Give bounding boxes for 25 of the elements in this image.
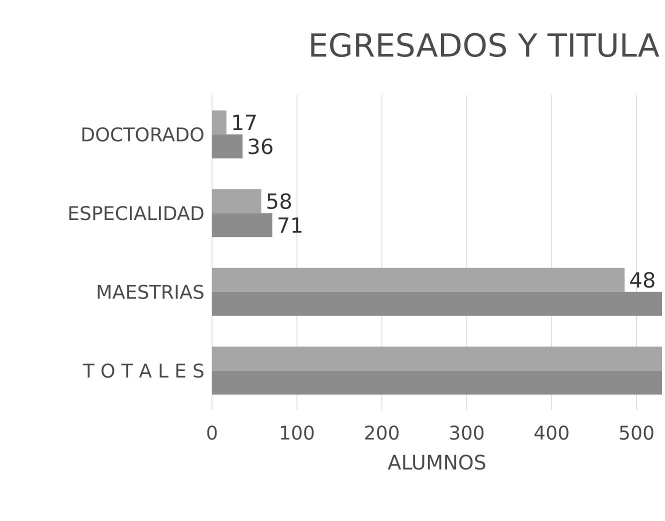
bar	[212, 134, 243, 158]
y-tick-label: T O T A L E S	[82, 363, 204, 378]
y-tick-label: MAESTRIAS	[98, 284, 204, 300]
y-tick-label: ESPECIALIDAD	[69, 206, 204, 220]
data-label: 58	[267, 193, 291, 210]
data-label: 17	[233, 114, 256, 130]
y-tick-label: DOCTORADO	[82, 127, 204, 142]
bar	[212, 268, 625, 292]
bar	[212, 189, 262, 214]
bar	[212, 370, 662, 395]
x-axis-title: ALUMNOS	[388, 454, 486, 470]
bar	[212, 346, 662, 371]
x-tick-label: 500	[620, 426, 654, 440]
bar	[212, 110, 226, 134]
bar	[212, 213, 272, 238]
x-tick-label: 300	[450, 426, 484, 440]
chart-title: EGRESADOS Y TITULA	[311, 32, 660, 58]
data-label: 71	[278, 217, 302, 233]
x-tick-label: 200	[365, 426, 399, 440]
bar	[212, 292, 662, 316]
x-tick-label: 100	[280, 426, 314, 440]
data-label: 36	[248, 138, 272, 154]
x-tick-label: 0	[207, 426, 217, 440]
x-tick-label: 400	[534, 426, 568, 440]
annotation: 48	[630, 272, 654, 288]
